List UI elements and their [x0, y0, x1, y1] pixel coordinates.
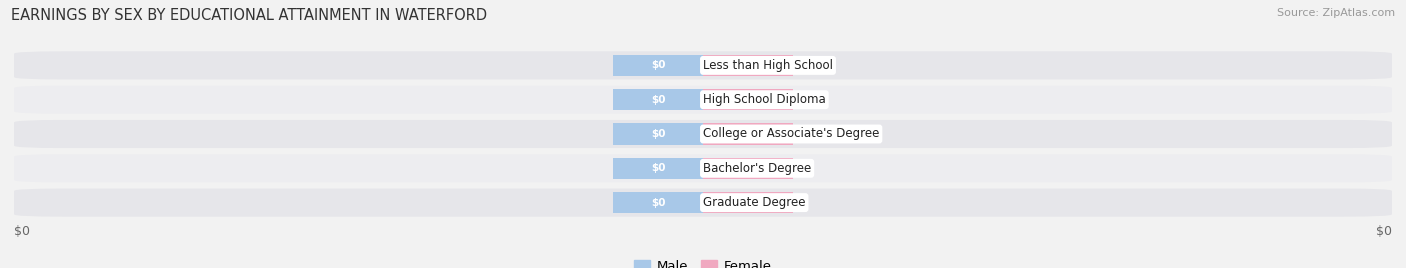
Text: Source: ZipAtlas.com: Source: ZipAtlas.com: [1277, 8, 1395, 18]
FancyBboxPatch shape: [14, 120, 1392, 148]
Bar: [703, 89, 793, 110]
Text: $0: $0: [741, 129, 755, 139]
Bar: [613, 158, 703, 179]
Text: College or Associate's Degree: College or Associate's Degree: [703, 128, 879, 140]
Text: $0: $0: [741, 198, 755, 208]
Bar: [613, 55, 703, 76]
Legend: Male, Female: Male, Female: [634, 260, 772, 268]
Bar: [703, 55, 793, 76]
FancyBboxPatch shape: [14, 51, 1392, 79]
Text: $0: $0: [14, 225, 30, 238]
Text: $0: $0: [741, 95, 755, 105]
Text: $0: $0: [651, 95, 665, 105]
Text: $0: $0: [741, 163, 755, 173]
Text: High School Diploma: High School Diploma: [703, 93, 825, 106]
FancyBboxPatch shape: [14, 189, 1392, 217]
Text: $0: $0: [741, 60, 755, 70]
Text: $0: $0: [651, 129, 665, 139]
Bar: [703, 123, 793, 145]
Text: Bachelor's Degree: Bachelor's Degree: [703, 162, 811, 175]
FancyBboxPatch shape: [14, 86, 1392, 114]
Text: $0: $0: [651, 163, 665, 173]
Text: $0: $0: [1376, 225, 1392, 238]
Bar: [613, 192, 703, 213]
Text: Less than High School: Less than High School: [703, 59, 832, 72]
FancyBboxPatch shape: [14, 154, 1392, 182]
Bar: [703, 158, 793, 179]
Bar: [703, 192, 793, 213]
Text: Graduate Degree: Graduate Degree: [703, 196, 806, 209]
Text: $0: $0: [651, 198, 665, 208]
Text: EARNINGS BY SEX BY EDUCATIONAL ATTAINMENT IN WATERFORD: EARNINGS BY SEX BY EDUCATIONAL ATTAINMEN…: [11, 8, 488, 23]
Bar: [613, 89, 703, 110]
Text: $0: $0: [651, 60, 665, 70]
Bar: [613, 123, 703, 145]
